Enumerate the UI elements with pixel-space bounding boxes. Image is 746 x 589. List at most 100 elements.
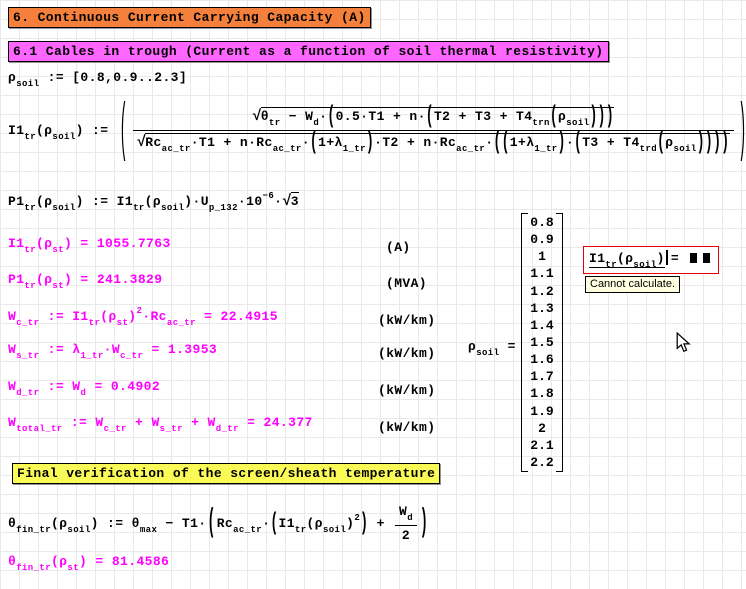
matrix-value: 1.5 (530, 334, 554, 350)
token: √ (136, 134, 147, 151)
matrix-value: 1.3 (530, 300, 554, 316)
token: ) = 81.4586 (79, 554, 170, 569)
formula-rho-soil-range[interactable]: ρsoil := [0.8,0.9..2.3] (8, 70, 187, 89)
token: ( (207, 503, 216, 542)
note-final-verification[interactable]: Final verification of the screen/sheath … (12, 463, 441, 484)
token: ) := θ (90, 515, 140, 531)
section-header-6-1[interactable]: 6.1 Cables in trough (Current as a funct… (8, 41, 609, 62)
token: ) = 1055.7763 (64, 236, 171, 251)
token: I1 (278, 515, 295, 531)
token: Wd 2 (394, 503, 417, 544)
token: ρ (44, 122, 53, 138)
token: tr (605, 260, 618, 270)
token: ρ (665, 135, 674, 150)
token: ( (144, 194, 153, 209)
unit-label-kwkm-2[interactable]: (kW/km) (378, 346, 436, 361)
token: := (39, 70, 73, 85)
token: ·T2 + n·Rc (374, 135, 457, 150)
token: θtr − Wd·(0.5·T1 + n·(T2 + T3 + T4trn(ρs… (260, 102, 615, 130)
rho-soil-vector[interactable]: 0.8 0.9 1 1.1 1.2 1.3 1.4 1.5 1.6 1.7 1.8 1.9 2 2.1 2.… (521, 213, 563, 472)
section-header-6[interactable]: 6. Continuous Current Carrying Capacity … (8, 7, 371, 28)
token: ( (306, 515, 315, 531)
token: 3 (290, 192, 299, 209)
token: Rcac_tr·T1 + n·Rcac_tr·(1+λ1_tr)·T2 + n·… (145, 128, 730, 156)
token: := W (62, 415, 104, 430)
token: ( (100, 309, 109, 324)
matrix-label[interactable]: ρsoil = (468, 339, 516, 358)
formula-i1-definition[interactable]: I1tr(ρsoil) := (√θtr − Wd·(0.5·T1 + n·(T… (8, 94, 746, 168)
result-i1[interactable]: I1tr(ρst) = 1055.7763 (8, 236, 171, 255)
token: ) (713, 127, 722, 157)
token: ( (493, 127, 502, 157)
unit-label-mva[interactable]: (MVA) (386, 276, 428, 291)
token: 1_tr (534, 144, 558, 154)
token: ( (51, 515, 60, 531)
token: tr (24, 281, 37, 291)
token: ·10 (237, 194, 263, 209)
token: s_tr (159, 424, 183, 434)
result-wd[interactable]: Wd_tr := Wd = 0.4902 (8, 379, 160, 398)
token: W (398, 504, 408, 519)
token: st (52, 245, 65, 255)
token: W (8, 415, 17, 430)
error-expression[interactable]: I1tr(ρsoil) (589, 251, 665, 270)
placeholder-box (690, 253, 698, 263)
token: ρ (44, 272, 53, 287)
token: ρ (468, 339, 477, 354)
unit-label-kwkm-4[interactable]: (kW/km) (378, 420, 436, 435)
unit-label-kwkm-3[interactable]: (kW/km) (378, 383, 436, 398)
token: ac_tr (161, 144, 191, 154)
matrix-value: 1 (538, 249, 546, 265)
result-wtotal[interactable]: Wtotal_tr := Wc_tr + Ws_tr + Wd_tr = 24.… (8, 415, 313, 434)
matrix-value: 1.7 (530, 369, 554, 385)
token: ( (309, 127, 319, 157)
matrix-bracket-right (556, 213, 563, 472)
result-p1[interactable]: P1tr(ρst) = 241.3829 (8, 272, 162, 291)
token: fin_tr (16, 524, 52, 535)
token: = 24.377 (238, 415, 313, 430)
matrix-values: 0.8 0.9 1 1.1 1.2 1.3 1.4 1.5 1.6 1.7 1.8 1.9 2 2.1 2.… (526, 214, 558, 471)
token: ) := (75, 122, 117, 138)
token: ( (549, 101, 559, 131)
unit-label-a[interactable]: (A) (386, 240, 411, 255)
matrix-value: 0.9 (530, 232, 554, 248)
unit-label-kwkm-1[interactable]: (kW/km) (378, 313, 436, 328)
matrix-value: 1.2 (530, 283, 554, 299)
token: fin_tr (16, 563, 52, 573)
result-theta-fin[interactable]: θfin_tr(ρst) = 81.4586 (8, 554, 169, 573)
token: = 1.3953 (143, 342, 218, 357)
token: √θtr − Wd·(0.5·T1 + n·(T2 + T3 + T4trn(ρ… (132, 102, 734, 156)
token: ) (721, 127, 730, 157)
token: p_132 (208, 203, 238, 213)
token: W (8, 379, 17, 394)
result-ws[interactable]: Ws_tr := λ1_tr·Wc_tr = 1.3953 (8, 342, 217, 361)
formula-p1-definition[interactable]: P1tr(ρsoil) := I1tr(ρsoil)·Up_132·10−6·√… (8, 191, 299, 213)
token: tr (88, 318, 101, 328)
token: trn (532, 118, 550, 128)
token: 0.5·T1 + n· (335, 109, 426, 124)
token: − W (280, 109, 314, 124)
token: ac_tr (456, 144, 486, 154)
token: ( (36, 194, 45, 209)
token: ) (656, 251, 665, 266)
token: ) (589, 101, 598, 131)
token: tr (268, 118, 281, 128)
token: · (262, 515, 271, 531)
token: soil (673, 144, 697, 154)
token: θ (8, 515, 17, 531)
token: d (80, 388, 87, 398)
token: · (319, 109, 328, 124)
token: ( (501, 127, 510, 157)
error-region[interactable]: I1tr(ρsoil) = (583, 246, 720, 274)
token: θ (8, 554, 17, 569)
token: ρ (59, 515, 68, 531)
token: ρ (558, 109, 567, 124)
formula-theta-fin-definition[interactable]: θfin_tr(ρsoil) := θmax − T1·(Rcac_tr·(I1… (8, 503, 429, 544)
token: soil (633, 260, 657, 270)
token: 2 (401, 528, 411, 543)
token: tr (24, 131, 37, 142)
token: ( (425, 101, 434, 131)
token: ) (738, 93, 746, 168)
result-wc[interactable]: Wc_tr := I1tr(ρst)2·Rcac_tr = 22.4915 (8, 306, 278, 328)
token: c_tr (16, 318, 40, 328)
